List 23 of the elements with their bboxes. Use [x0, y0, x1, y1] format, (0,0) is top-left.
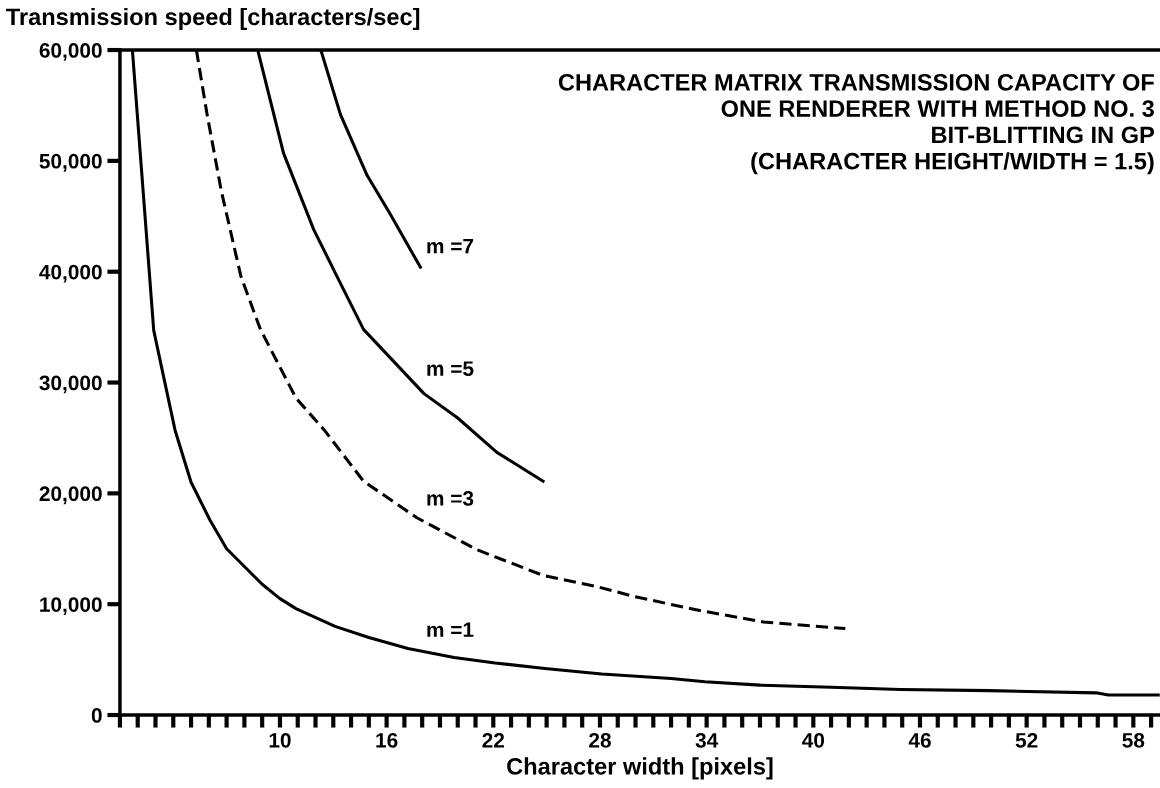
x-tick-label: 28	[589, 732, 611, 748]
y-axis-title: Transmission speed [characters/sec]	[6, 7, 420, 30]
text: CHARACTER MATRIX TRANSMISSION CAPACITY OF ONE RENDERER WITH METHOD NO. 3 BIT-BLITTING IN GP (CHARACTER HEIGHT/WIDTH = 1.5)	[558, 73, 1154, 175]
x-tick-label: 52	[1015, 732, 1038, 748]
y-tick-label: 30,000	[39, 375, 102, 394]
y-tick-label: 0	[91, 708, 102, 723]
x-tick-label: 16	[376, 732, 398, 748]
x-tick-label: 46	[908, 732, 931, 748]
series-label: m =3	[427, 491, 474, 506]
x-tick-label: 10	[269, 732, 291, 748]
y-tick-label: 10,000	[40, 597, 102, 615]
x-tick-label: 34	[695, 732, 719, 748]
y-tick-label: 50,000	[39, 153, 102, 172]
y-tick-label: 60,000	[39, 43, 102, 61]
y-tick-label: 40,000	[39, 264, 102, 283]
y-tick-label: 20,000	[39, 486, 102, 505]
series-label: m =7	[427, 238, 474, 254]
x-axis-title: Character width [pixels]	[507, 757, 773, 780]
series-label: m =5	[427, 361, 474, 376]
x-tick-label: 22	[482, 732, 505, 748]
x-tick-label: 58	[1122, 732, 1145, 748]
series-label: m =1	[427, 622, 474, 637]
x-tick-label: 40	[802, 732, 825, 748]
